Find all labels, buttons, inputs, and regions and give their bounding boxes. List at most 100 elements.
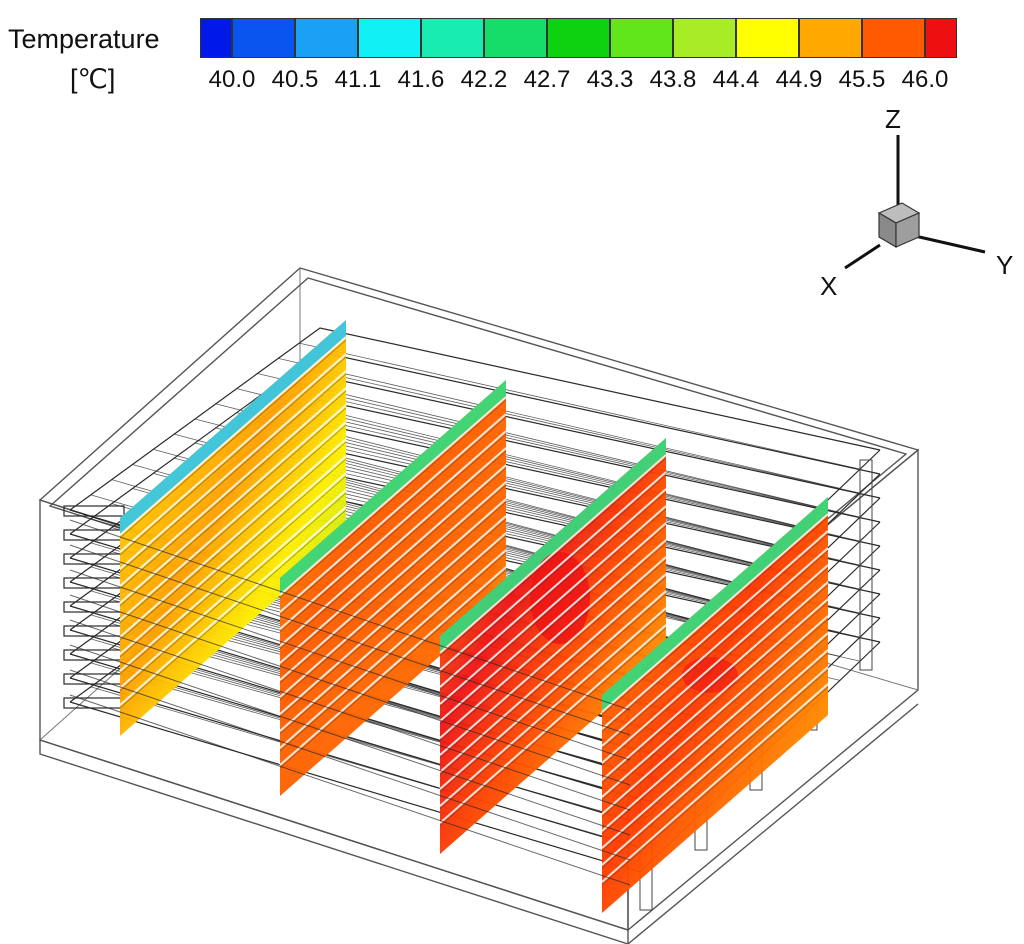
colorbar-segment (610, 18, 673, 58)
cell-separator-line (439, 539, 667, 739)
cell-separator-line (279, 396, 507, 596)
cell-separator-line (279, 532, 507, 732)
cell-separator-line (439, 590, 667, 790)
colorbar-segment (295, 18, 358, 58)
cell-separator-shadow (119, 390, 347, 590)
cooling-tube-front (69, 644, 631, 836)
cell-separator-line (601, 547, 829, 747)
colorbar-segment (547, 18, 610, 58)
cell-separator-shadow (279, 501, 507, 701)
x-axis-line (844, 243, 881, 270)
cell-separator-shadow (601, 533, 829, 733)
cooling-tube-row (299, 414, 861, 542)
cell-separator-shadow (279, 467, 507, 667)
cell-separator-line (439, 471, 667, 671)
cell-separator-shadow (279, 535, 507, 735)
cell-separator-line (601, 598, 829, 798)
cell-separator-shadow (601, 686, 829, 886)
cell-separator-shadow (601, 635, 829, 835)
colorbar-segment (673, 18, 736, 58)
y-axis-line (914, 234, 986, 254)
colorbar-tick-label: 42.7 (523, 66, 571, 93)
cell-separator-shadow (439, 457, 667, 657)
slice-top-edge (280, 380, 506, 594)
cell-separator-shadow (279, 433, 507, 633)
legend-unit: [℃] (70, 64, 116, 94)
cell-separator-shadow (439, 576, 667, 776)
cell-separator-line (279, 515, 507, 715)
colorbar-segment (925, 18, 957, 58)
orientation-cube-icon (877, 202, 921, 249)
cell-separator-line (279, 464, 507, 664)
cell-separator-shadow (119, 356, 347, 556)
cell-separator-shadow (439, 474, 667, 674)
cell-separator-shadow (601, 601, 829, 801)
cell-separator-line (119, 336, 347, 536)
cell-separator-shadow (279, 569, 507, 769)
colorbar-tick-label: 46.0 (901, 66, 949, 93)
hot-spot (682, 657, 738, 693)
cooling-tube-row (278, 405, 841, 537)
cell-separator-shadow (119, 339, 347, 539)
cell-separator-shadow (439, 525, 667, 725)
cell-separator-line (601, 683, 829, 883)
slice-top-edge (440, 438, 666, 652)
colorbar-segment (232, 18, 295, 58)
cooling-tube-row (257, 469, 821, 604)
cell-separator-shadow (119, 407, 347, 607)
colorbar-tick-label: 41.1 (334, 66, 382, 93)
colorbar-tick-label: 44.4 (712, 66, 760, 93)
cell-separator-line (601, 513, 829, 713)
temperature-slice-2 (280, 380, 506, 796)
cell-separator-line (119, 455, 347, 655)
cell-separator-shadow (601, 652, 829, 852)
colorbar-segment (862, 18, 925, 58)
cooling-tube-row (257, 445, 821, 580)
cell-separator-shadow (601, 516, 829, 716)
colorbar-segment (484, 18, 547, 58)
cooling-tube-row (278, 381, 841, 513)
cooling-tube-row (257, 397, 821, 532)
z-axis-label: Z (885, 104, 901, 134)
cell-separator-shadow (601, 669, 829, 869)
x-axis-label: X (820, 271, 838, 301)
cooling-tube-row (257, 373, 821, 508)
colorbar-segment (799, 18, 862, 58)
cell-separator-shadow (601, 584, 829, 784)
cooling-tube-row (278, 453, 841, 585)
housing-base-edge (627, 703, 919, 944)
cooling-tube-row (299, 438, 861, 566)
cooling-tube-row (257, 421, 821, 556)
cooling-tube-row (111, 671, 681, 835)
colorbar-segment (358, 18, 421, 58)
cell-separator-line (119, 353, 347, 553)
cell-separator-line (119, 472, 347, 672)
cooling-tube-front (69, 519, 631, 711)
cell-separator-line (279, 498, 507, 698)
colorbar-segment (421, 18, 484, 58)
cell-separator-line (439, 522, 667, 722)
manifold-column (859, 459, 873, 671)
cell-separator-line (119, 489, 347, 689)
temperature-slice-1 (120, 320, 346, 736)
cooling-tube-front (69, 544, 631, 736)
cooling-tube-front (69, 669, 631, 861)
cell-separator-line (279, 481, 507, 681)
cell-separator-shadow (119, 373, 347, 573)
cell-separator-shadow (279, 416, 507, 616)
temperature-slice-planes (120, 320, 828, 913)
colorbar-tick-label: 41.6 (397, 66, 445, 93)
cell-separator-line (119, 404, 347, 604)
colorbar-tick-label: 43.3 (586, 66, 634, 93)
colorbar-tick-label: 44.9 (775, 66, 823, 93)
cell-separator-shadow (439, 593, 667, 793)
cell-separator-line (439, 624, 667, 824)
cell-separator-line (601, 564, 829, 764)
colorbar-tick-label: 40.0 (208, 66, 256, 93)
cell-separator-shadow (439, 508, 667, 708)
cooling-tube-row (278, 357, 841, 489)
cell-separator-line (601, 632, 829, 832)
